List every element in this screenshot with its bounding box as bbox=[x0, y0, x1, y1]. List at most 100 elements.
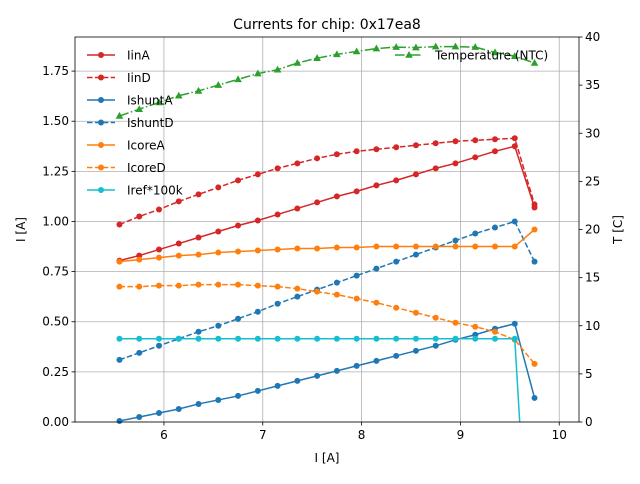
data-point-temperature-ntc bbox=[392, 43, 400, 50]
data-point-iina bbox=[432, 165, 439, 172]
data-point-temperature-ntc bbox=[273, 65, 282, 73]
data-point-iind bbox=[274, 165, 281, 172]
data-point-icored bbox=[492, 328, 498, 335]
data-point-icored bbox=[215, 281, 222, 288]
data-point-ishuntd bbox=[136, 349, 143, 356]
chart-title: Currents for chip: 0x17ea8 bbox=[233, 17, 421, 33]
data-point-ishuntd bbox=[353, 272, 360, 279]
y2-tick-label: 0 bbox=[585, 415, 593, 429]
data-point-iref-100k bbox=[314, 335, 321, 342]
y-tick-label: 1.75 bbox=[42, 64, 69, 78]
data-point-temperature-ntc bbox=[313, 54, 321, 61]
data-point-ishuntd bbox=[412, 251, 419, 258]
data-point-iref-100k bbox=[175, 335, 182, 342]
y-tick-label: 1.00 bbox=[42, 214, 69, 228]
data-point-temperature-ntc bbox=[214, 81, 223, 88]
series-temperature-ntc bbox=[115, 42, 539, 119]
data-point-ishunta bbox=[432, 342, 439, 349]
data-point-iina bbox=[294, 205, 301, 212]
legend-label: Iref*100k bbox=[127, 184, 183, 198]
data-point-iina bbox=[175, 240, 182, 247]
legend-entry-iind: IinD bbox=[87, 71, 151, 85]
data-point-icorea bbox=[472, 243, 479, 250]
data-point-icored bbox=[314, 288, 321, 295]
y-tick-label: 0.25 bbox=[42, 365, 69, 379]
data-point-icored bbox=[452, 319, 459, 326]
data-point-iind bbox=[156, 206, 162, 213]
y2-tick-label: 5 bbox=[585, 367, 593, 381]
data-point-iina bbox=[412, 171, 419, 178]
data-point-ishunta bbox=[274, 382, 281, 389]
legend-swatch-marker bbox=[98, 142, 104, 148]
data-point-ishunta bbox=[412, 347, 419, 354]
data-point-iind bbox=[373, 146, 380, 153]
data-point-iind bbox=[353, 148, 360, 155]
legend-swatch-marker bbox=[98, 164, 104, 171]
data-point-temperature-ntc bbox=[115, 111, 124, 119]
legend-label: IshuntA bbox=[127, 94, 173, 108]
data-point-iina bbox=[156, 246, 162, 253]
legend-swatch-marker bbox=[98, 187, 104, 193]
legend-label: Temperature (NTC) bbox=[434, 49, 548, 63]
data-point-iref-100k bbox=[235, 335, 242, 342]
series-iref-100k bbox=[116, 335, 521, 423]
data-point-icorea bbox=[235, 248, 242, 255]
data-point-iina bbox=[373, 182, 380, 189]
legend-layer: IinA IinD IshuntA IshuntD IcoreA IcoreD Iref*1… bbox=[87, 49, 548, 198]
data-point-iref-100k bbox=[195, 335, 202, 342]
data-point-temperature-ntc bbox=[412, 43, 420, 51]
data-point-iref-100k bbox=[136, 335, 143, 342]
data-point-icorea bbox=[452, 243, 459, 250]
series-line-iind bbox=[119, 137, 536, 226]
x-tick-label: 8 bbox=[358, 428, 366, 442]
data-point-ishunta bbox=[215, 396, 222, 403]
data-point-temperature-ntc bbox=[254, 69, 262, 77]
legend-entry-temperature-ntc: Temperature (NTC) bbox=[395, 49, 548, 63]
data-point-iref-100k bbox=[472, 335, 479, 342]
data-point-iina bbox=[452, 160, 459, 167]
legend-swatch-marker bbox=[98, 119, 104, 126]
data-point-iina bbox=[314, 199, 321, 206]
data-point-ishunta bbox=[393, 352, 400, 359]
data-point-iind bbox=[472, 137, 479, 144]
data-point-ishuntd bbox=[393, 258, 400, 265]
data-point-ishunta bbox=[353, 362, 360, 369]
data-point-ishuntd bbox=[531, 258, 538, 265]
data-point-ishunta bbox=[195, 400, 202, 407]
data-point-iref-100k bbox=[333, 335, 340, 342]
legend-label: IinA bbox=[127, 49, 150, 63]
data-point-icorea bbox=[531, 226, 538, 233]
series-layer bbox=[115, 42, 539, 424]
data-point-iina bbox=[393, 177, 400, 184]
y-tick-label: 0.50 bbox=[42, 315, 69, 329]
data-point-ishunta bbox=[254, 387, 261, 394]
data-point-iref-100k bbox=[254, 335, 261, 342]
data-point-iind bbox=[432, 140, 439, 147]
data-point-iref-100k bbox=[156, 335, 162, 342]
series-line-ishuntd bbox=[119, 220, 536, 361]
data-point-iina bbox=[195, 234, 202, 241]
data-point-icorea bbox=[314, 245, 321, 252]
data-point-icorea bbox=[116, 258, 123, 265]
data-point-iind bbox=[235, 177, 242, 184]
data-point-iref-100k bbox=[353, 335, 360, 342]
data-point-icored bbox=[393, 304, 400, 311]
data-point-iind bbox=[452, 138, 459, 145]
data-point-ishunta bbox=[314, 372, 321, 379]
legend-right: Temperature (NTC) bbox=[395, 49, 548, 63]
data-point-ishunta bbox=[373, 357, 380, 364]
data-point-iref-100k bbox=[373, 335, 380, 342]
data-point-icorea bbox=[333, 244, 340, 251]
data-point-icored bbox=[472, 323, 479, 330]
data-point-ishunta bbox=[116, 417, 123, 424]
data-point-iina bbox=[472, 154, 479, 161]
data-point-icored bbox=[353, 295, 360, 302]
data-point-iina bbox=[333, 193, 340, 200]
legend-entry-iina: IinA bbox=[87, 49, 150, 63]
data-point-iref-100k bbox=[393, 335, 400, 342]
data-point-iind bbox=[254, 171, 261, 178]
series-iina bbox=[116, 143, 538, 264]
data-point-iina bbox=[235, 222, 242, 229]
data-point-icorea bbox=[195, 251, 202, 258]
